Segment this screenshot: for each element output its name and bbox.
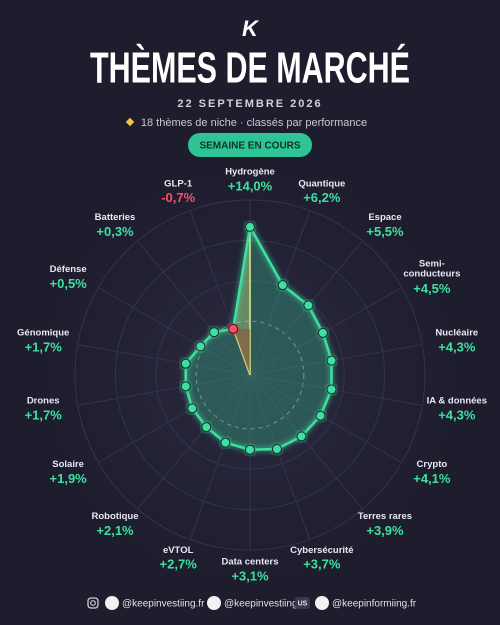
- spoke: [189, 374, 251, 540]
- category-label: eVTOL: [163, 545, 194, 556]
- data-point: [317, 327, 328, 338]
- value-label: +3,9%: [366, 523, 404, 538]
- category-label: Défense: [50, 264, 87, 275]
- value-label: +1,7%: [25, 340, 63, 355]
- spoke: [137, 240, 251, 376]
- value-label: +4,5%: [413, 281, 451, 296]
- title: THÈMES DE MARCHÉ: [90, 43, 410, 93]
- data-point: [180, 358, 191, 369]
- value-label: +2,1%: [96, 523, 134, 538]
- category-label: Quantique: [298, 178, 345, 189]
- handle[interactable]: @keepinvestiing: [224, 599, 298, 610]
- value-label: +3,7%: [303, 557, 341, 572]
- brand-icon: [105, 596, 119, 610]
- spoke: [249, 210, 311, 376]
- category-label: Robotique: [92, 511, 139, 522]
- category-label: Batteries: [95, 212, 136, 223]
- handle[interactable]: @keepinformiing.fr: [332, 599, 417, 610]
- value-label: +1,7%: [25, 407, 63, 422]
- spoke: [77, 344, 251, 376]
- category-label: Drones: [27, 395, 60, 406]
- data-point: [245, 221, 255, 232]
- data-point: [187, 403, 198, 414]
- data-point: [228, 323, 239, 334]
- brand-icon: [207, 596, 221, 610]
- value-label: +6,2%: [303, 190, 341, 205]
- spoke: [77, 374, 251, 406]
- spoke: [249, 374, 402, 463]
- radar-area: [185, 226, 332, 450]
- value-label: +4,3%: [438, 407, 476, 422]
- handle[interactable]: @keepinvestiing.fr: [122, 599, 205, 610]
- data-point: [296, 431, 307, 442]
- value-label: +3,1%: [231, 568, 269, 583]
- zero-ring: [195, 320, 305, 430]
- category-label: Terres rares: [358, 511, 412, 522]
- value-label: +5,5%: [366, 224, 404, 239]
- value-label: +4,1%: [413, 471, 451, 486]
- category-label: Nucléaire: [435, 328, 478, 339]
- spoke: [98, 374, 251, 463]
- period-badge[interactable]: [188, 133, 312, 157]
- data-point: [277, 280, 288, 291]
- category-label: Espace: [368, 212, 401, 223]
- value-label: +2,7%: [160, 557, 198, 572]
- value-label: +4,3%: [438, 340, 476, 355]
- category-label: Semi-conducteurs: [403, 258, 460, 279]
- subtitle: 18 thèmes de niche · classés par perform…: [141, 117, 367, 129]
- data-point: [195, 341, 206, 352]
- region-label: US: [298, 600, 308, 607]
- subtitle-bullet: [125, 117, 135, 127]
- value-label: +1,9%: [50, 471, 88, 486]
- category-label: IA & données: [427, 395, 487, 406]
- category-label: GLP-1: [164, 178, 193, 189]
- category-label: Hydrogène: [225, 167, 275, 178]
- category-label: Data centers: [221, 557, 278, 568]
- data-point: [303, 300, 314, 311]
- category-label: Crypto: [417, 459, 448, 470]
- logo: K: [242, 16, 260, 41]
- spoke: [98, 287, 251, 376]
- data-point: [315, 410, 326, 421]
- data-point: [201, 422, 212, 433]
- region-badge: [295, 597, 310, 609]
- data-point: [326, 355, 337, 366]
- data-point: [209, 327, 220, 338]
- category-label: Solaire: [52, 459, 84, 470]
- spoke: [137, 374, 251, 510]
- period-badge-label: SEMAINE EN COURS: [199, 141, 300, 152]
- category-label: Génomique: [17, 328, 69, 339]
- data-point: [220, 437, 231, 448]
- spoke: [249, 374, 311, 540]
- value-label: +14,0%: [228, 178, 273, 193]
- category-label: Cybersécurité: [290, 545, 353, 556]
- data-point: [326, 384, 337, 395]
- instagram-icon: [87, 597, 99, 609]
- data-point: [180, 381, 191, 392]
- spoke: [249, 374, 363, 510]
- data-point: [245, 444, 255, 455]
- brand-icon: [315, 596, 329, 610]
- value-label: +0,3%: [96, 224, 134, 239]
- date: 22 SEPTEMBRE 2026: [177, 98, 322, 110]
- data-point: [271, 444, 282, 455]
- footer: @keepinvestiing.fr @keepinvestiing US @k…: [87, 596, 417, 610]
- value-label: -0,7%: [161, 190, 195, 205]
- value-label: +0,5%: [50, 276, 88, 291]
- instagram-icon-lens: [90, 600, 96, 606]
